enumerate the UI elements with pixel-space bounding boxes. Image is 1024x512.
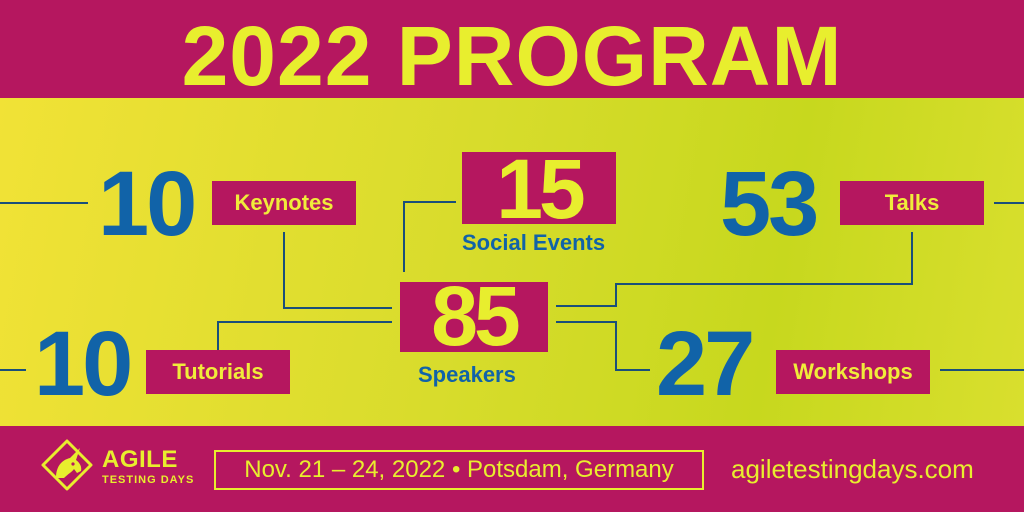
tutorials-count: 10 bbox=[34, 313, 133, 415]
social-events-label: Social Events bbox=[462, 230, 606, 255]
agile-testing-days-logo[interactable]: AGILE TESTING DAYS bbox=[38, 438, 194, 496]
page-title: 2022 PROGRAM bbox=[181, 9, 843, 103]
speakers-label: Speakers bbox=[418, 362, 516, 387]
event-date-location: Nov. 21 – 24, 2022 • Potsdam, Germany bbox=[214, 450, 704, 490]
logo-main-text: AGILE bbox=[102, 446, 178, 473]
keynotes-count: 10 bbox=[98, 153, 197, 255]
speakers-count: 85 bbox=[431, 269, 520, 363]
logo-sub-text: TESTING DAYS bbox=[102, 474, 195, 486]
connector-line bbox=[403, 201, 456, 272]
social-events-count: 15 bbox=[496, 142, 585, 236]
tutorials-label: Tutorials bbox=[146, 350, 290, 394]
workshops-count: 27 bbox=[656, 313, 755, 415]
unicorn-logo-icon bbox=[41, 439, 93, 491]
connector-line bbox=[217, 321, 392, 350]
workshops-label: Workshops bbox=[776, 350, 930, 394]
connector-line bbox=[283, 232, 392, 309]
social-events-box bbox=[462, 152, 616, 224]
keynotes-label: Keynotes bbox=[212, 181, 356, 225]
website-link[interactable]: agiletestingdays.com bbox=[731, 454, 974, 484]
talks-count: 53 bbox=[720, 153, 819, 255]
talks-label: Talks bbox=[840, 181, 984, 225]
connector-line bbox=[556, 232, 913, 307]
connector-line bbox=[556, 321, 650, 371]
speakers-box bbox=[400, 282, 548, 352]
